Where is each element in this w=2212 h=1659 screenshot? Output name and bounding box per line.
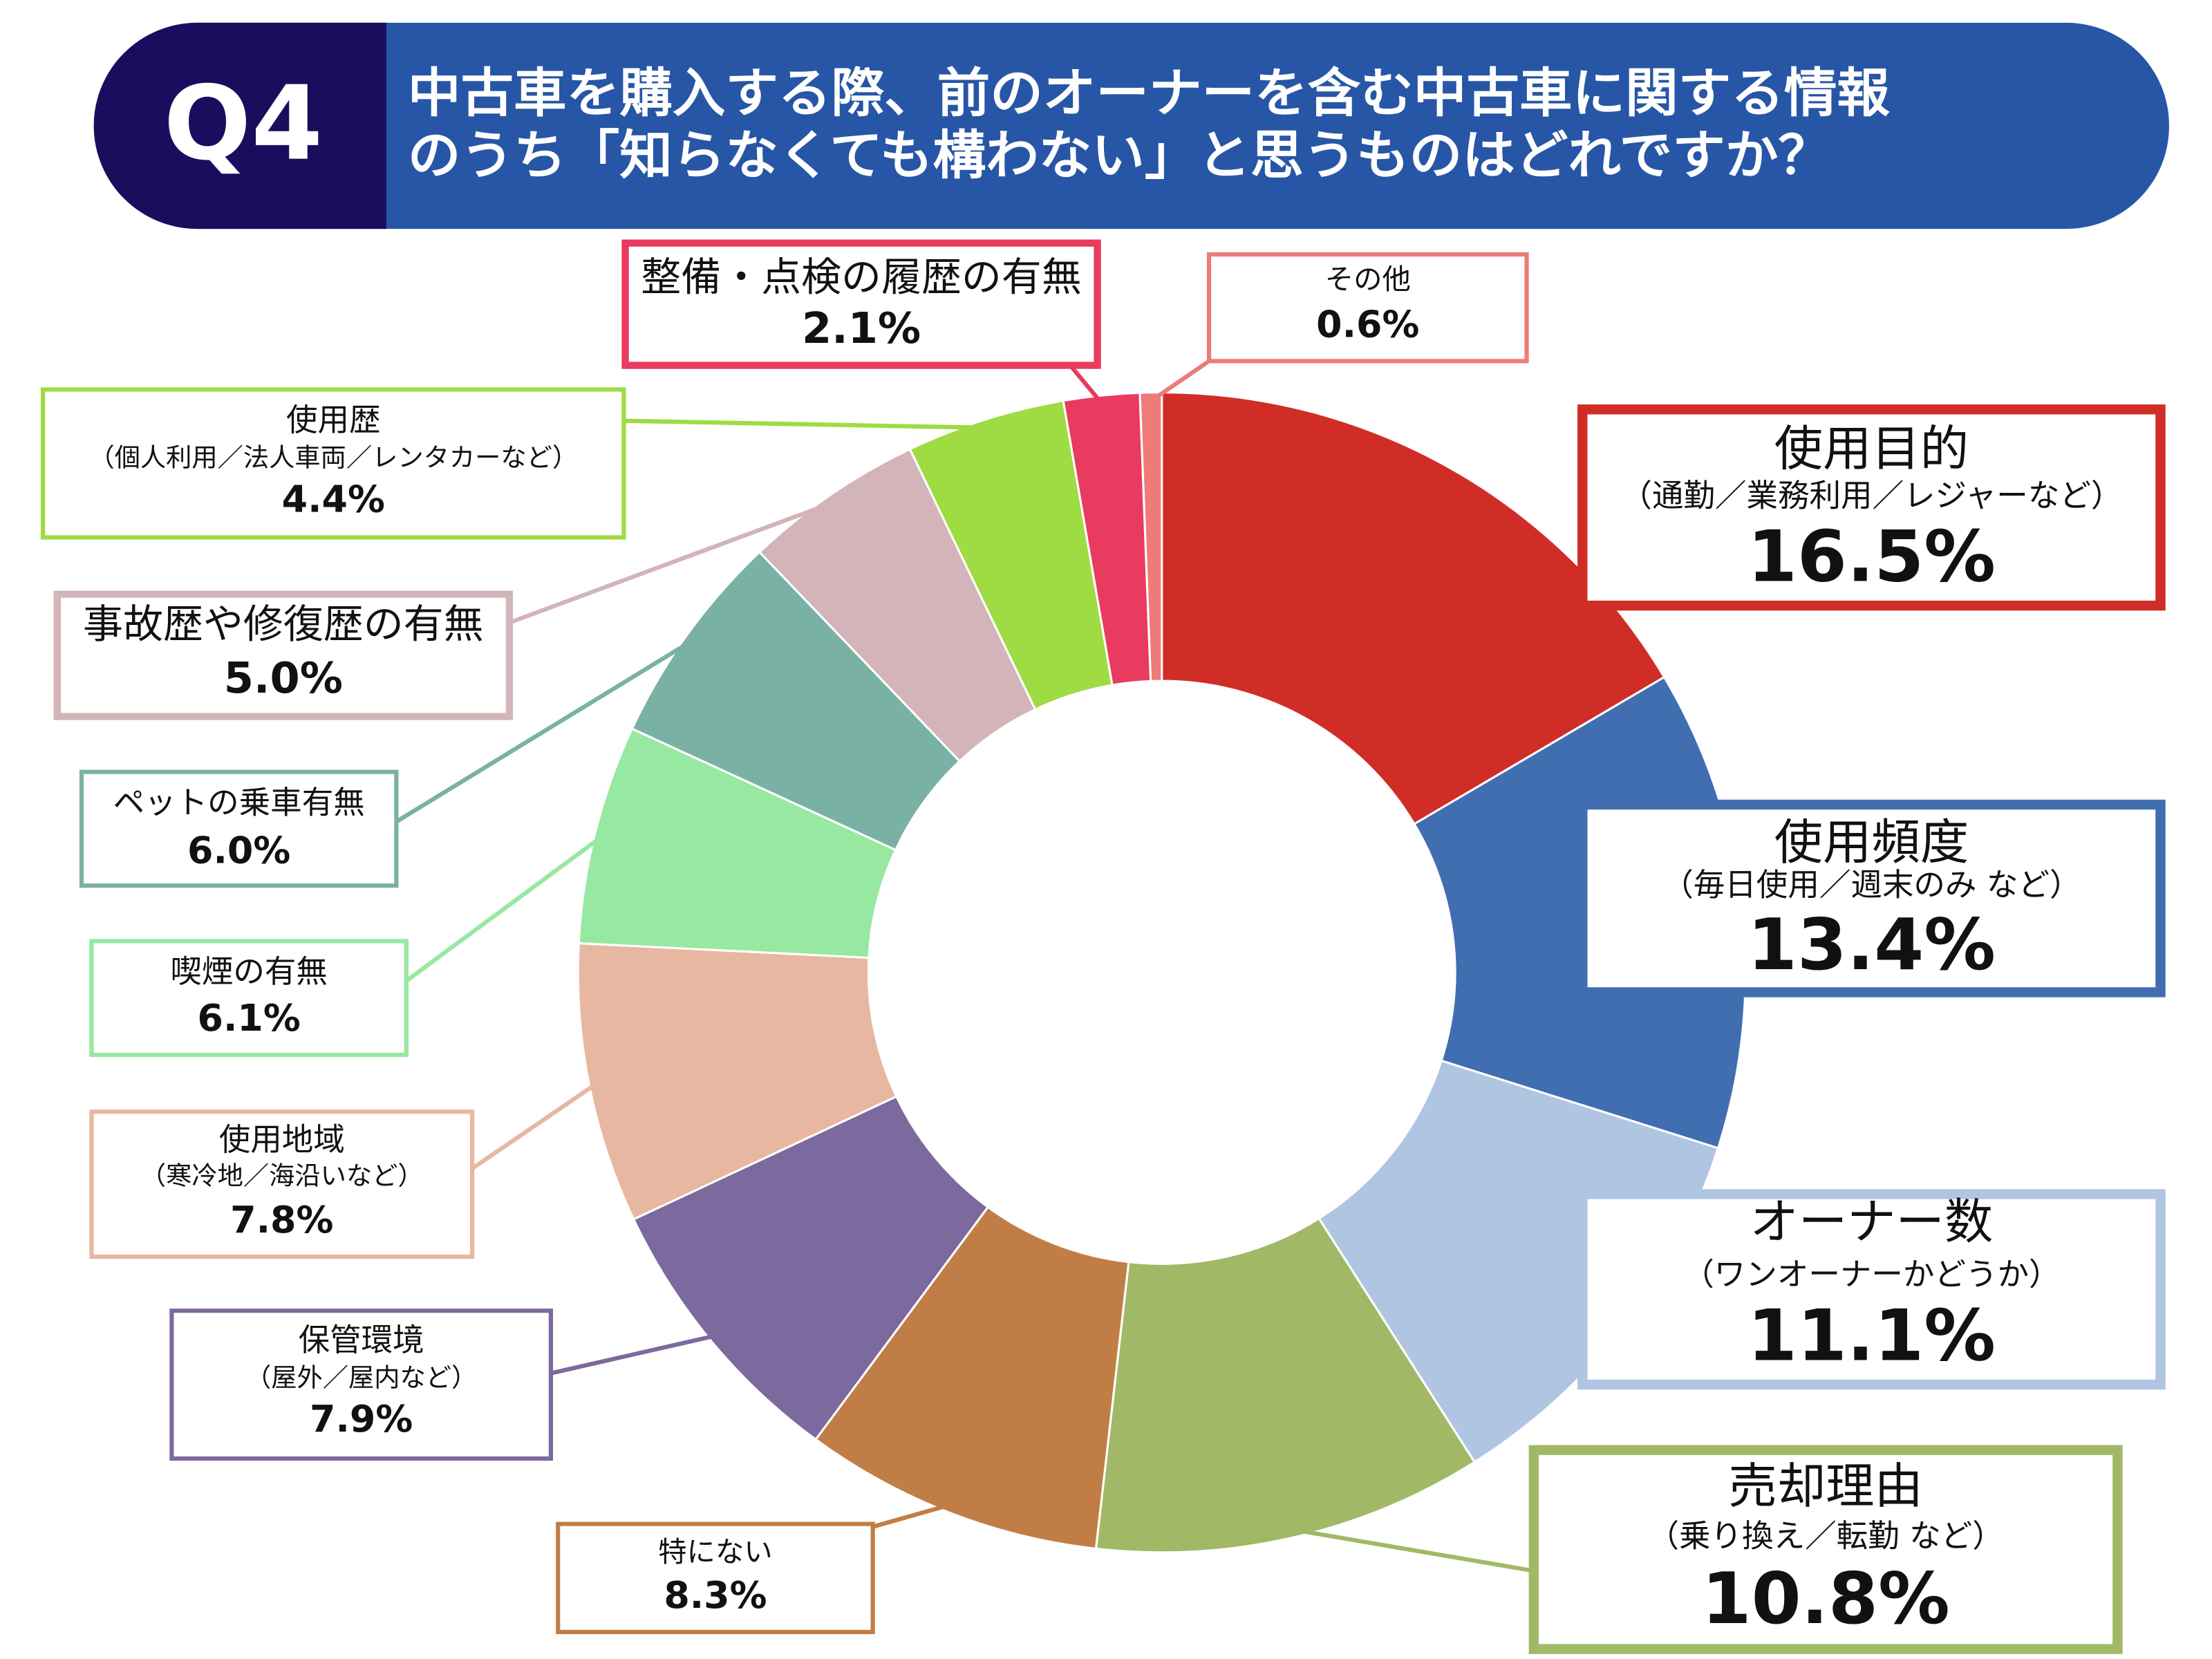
label-sub: （乗り換え／転勤 など） [1648, 1518, 2004, 1555]
label-title: 保管環境 [299, 1322, 424, 1358]
label-title: 売却理由 [1728, 1458, 1922, 1515]
value-label: 10.8% [1702, 1557, 1950, 1640]
donut-slice [1161, 391, 1666, 826]
label-box [40, 387, 626, 540]
leader-line [1150, 359, 1210, 403]
label-title: 事故歴や修復歴の有無 [83, 601, 484, 648]
label-title: 整備・点検の履歴の有無 [641, 254, 1081, 301]
badge-text: Q4 [164, 64, 323, 183]
leader-line [1068, 364, 1105, 406]
label-sub: （ワンオーナーかどうか） [1683, 1256, 2060, 1293]
label-box [53, 590, 514, 720]
label-title: 喫煙の有無 [170, 953, 328, 990]
label-box [556, 1521, 875, 1635]
value-label: 4.4% [282, 478, 385, 521]
label-title: ペットの乗車有無 [113, 785, 365, 821]
donut-slice [814, 1206, 1130, 1550]
label-box [89, 939, 409, 1058]
label-box [621, 239, 1101, 369]
label-title: 使用地域 [219, 1121, 345, 1158]
value-label: 6.1% [198, 996, 301, 1040]
label-sub: （通勤／業務利用／レジャーなど） [1620, 477, 2122, 514]
donut-slice [1138, 391, 1163, 682]
label-title: その他 [1325, 263, 1411, 296]
value-label: 8.3% [664, 1573, 767, 1617]
label-title: 特にない [658, 1535, 773, 1568]
donut-slice [632, 1095, 990, 1441]
header-badge [93, 22, 386, 229]
title-line: のうち「知らなくても構わない」と思うものはどれですか？ [408, 125, 1831, 187]
value-label: 5.0% [224, 653, 343, 703]
value-label: 7.9% [310, 1397, 413, 1441]
value-label: 11.1% [1747, 1295, 1996, 1378]
label-sub: （毎日使用／週末のみ など） [1662, 867, 2081, 903]
value-label: 0.6% [1316, 303, 1419, 346]
value-label: 7.8% [230, 1198, 333, 1241]
label-sub: （個人利用／法人車両／レンタカーなど） [88, 443, 578, 473]
label-box [1577, 1189, 2166, 1390]
leader-line [550, 1333, 718, 1376]
value-label: 13.4% [1747, 903, 1996, 986]
leader-line [508, 499, 836, 625]
label-sub: （寒冷地／海沿いなど） [140, 1161, 424, 1190]
title-line: 中古車を購入する際、前のオーナーを含む中古車に関する情報 [408, 63, 1891, 124]
leader-line [624, 418, 988, 430]
label-box [1206, 252, 1529, 364]
label-box [1528, 1445, 2123, 1654]
label-title: 使用頻度 [1774, 814, 1969, 871]
donut-slice [577, 941, 898, 1221]
value-label: 2.1% [802, 303, 921, 353]
label-box [89, 1109, 475, 1259]
leader-line [404, 834, 605, 983]
label-title: 使用目的 [1774, 420, 1969, 477]
value-label: 16.5% [1747, 516, 1996, 599]
leader-line [1290, 1527, 1535, 1573]
label-box [169, 1309, 553, 1461]
label-box [1577, 404, 2166, 611]
label-title: オーナー数 [1750, 1194, 1993, 1250]
leader-line [471, 1081, 599, 1171]
header-bar [94, 22, 2169, 229]
label-box [79, 769, 399, 888]
label-title: 使用歴 [286, 402, 381, 438]
label-box [1577, 799, 2166, 997]
leader-line [395, 637, 696, 824]
donut-slice [1094, 1217, 1477, 1554]
leader-line [872, 1502, 953, 1529]
label-sub: （屋外／屋内など） [245, 1362, 477, 1392]
value-label: 6.0% [187, 829, 290, 872]
